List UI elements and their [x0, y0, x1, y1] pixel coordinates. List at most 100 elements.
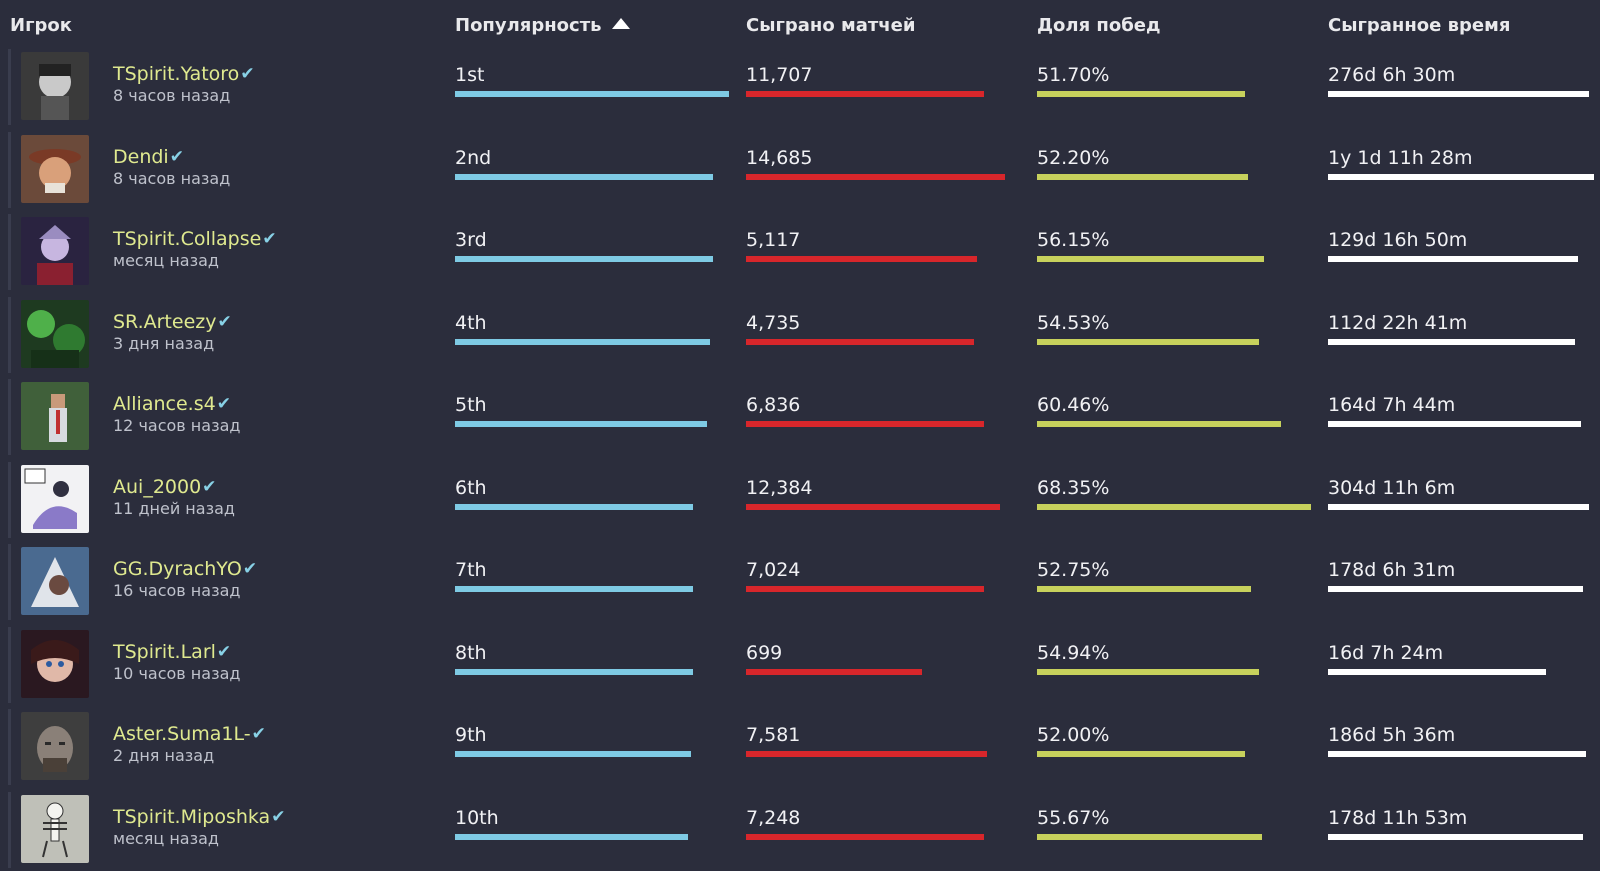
popularity-value: 5th	[455, 394, 487, 416]
player-name: TSpirit.Larl	[113, 640, 216, 663]
player-name-link[interactable]: TSpirit.Miposhka✔	[113, 806, 285, 828]
matches-bar	[746, 421, 984, 427]
popularity-bar	[455, 668, 693, 675]
player-name-link[interactable]: TSpirit.Yatoro✔	[113, 63, 255, 85]
popularity-bar	[455, 833, 688, 840]
matches-value: 7,248	[746, 806, 801, 829]
verified-check-icon: ✔	[216, 641, 232, 662]
popularity-bar	[455, 421, 707, 427]
player-name-link[interactable]: TSpirit.Collapse✔	[113, 228, 277, 250]
column-header-matches-label: Сыграно матчей	[746, 15, 916, 36]
last-seen: 10 часов назад	[113, 663, 241, 683]
matches-bar	[746, 338, 974, 345]
row-accent-divider	[8, 544, 11, 620]
time-value: 164d 7h 44m	[1328, 394, 1456, 416]
column-header-time[interactable]: Сыгранное время	[1328, 15, 1510, 36]
winrate-value: 52.00%	[1037, 724, 1110, 746]
popularity-value: 10th	[455, 806, 499, 829]
column-header-popularity[interactable]: Популярность	[455, 15, 630, 36]
player-name-link[interactable]: Dendi✔	[113, 146, 184, 168]
popularity-value: 8th	[455, 641, 487, 664]
matches-bar	[746, 586, 984, 592]
time-value: 129d 16h 50m	[1328, 229, 1468, 251]
avatar[interactable]	[21, 299, 89, 368]
avatar[interactable]	[21, 134, 89, 203]
table-row[interactable]: TSpirit.Miposhka✔ месяц назад 10th 7,248 55.…	[0, 789, 1600, 871]
player-name: TSpirit.Collapse	[113, 228, 262, 250]
avatar[interactable]	[21, 712, 89, 780]
avatar[interactable]	[21, 794, 89, 863]
table-row[interactable]: Aui_2000✔ 11 дней назад 6th 12,384 68.35% 304…	[0, 459, 1600, 541]
table-header: Игрок Популярность Сыграно матчей Доля п…	[0, 0, 1600, 54]
table-row[interactable]: SR.Arteezy✔ 3 дня назад 4th 4,735 54.53% 112d…	[0, 294, 1600, 376]
popularity-bar	[455, 751, 691, 757]
player-name-link[interactable]: SR.Arteezy✔	[113, 311, 232, 333]
row-accent-divider	[8, 461, 11, 538]
last-seen: 2 дня назад	[113, 746, 215, 765]
sort-ascending-icon	[611, 18, 630, 29]
verified-check-icon: ✔	[169, 146, 184, 167]
winrate-bar	[1037, 751, 1245, 757]
table-row[interactable]: Dendi✔ 8 часов назад 2nd 14,685 52.20% 1y 1d …	[0, 129, 1600, 211]
column-header-matches[interactable]: Сыграно матчей	[746, 15, 915, 36]
avatar[interactable]	[21, 464, 89, 533]
column-header-popularity-label: Популярность	[455, 15, 602, 36]
table-row[interactable]: GG.DyrachYO✔ 16 часов назад 7th 7,024 52.75%…	[0, 541, 1600, 623]
popularity-bar	[455, 503, 693, 510]
table-row[interactable]: TSpirit.Yatoro✔ 8 часов назад 1st 11,707 51.…	[0, 46, 1600, 128]
matches-value: 11,707	[746, 64, 813, 86]
popularity-value: 4th	[455, 311, 487, 334]
row-accent-divider	[8, 296, 11, 373]
avatar[interactable]	[21, 217, 89, 285]
row-accent-divider	[8, 626, 11, 703]
time-bar	[1328, 421, 1581, 427]
table-row[interactable]: TSpirit.Collapse✔ месяц назад 3rd 5,117 56.1…	[0, 211, 1600, 293]
verified-check-icon: ✔	[202, 476, 217, 497]
table-row[interactable]: Alliance.s4✔ 12 часов назад 5th 6,836 60.46%…	[0, 376, 1600, 458]
player-name: Dendi	[113, 145, 169, 168]
winrate-bar	[1037, 668, 1259, 675]
player-name-link[interactable]: GG.DyrachYO✔	[113, 558, 257, 580]
player-name: GG.DyrachYO	[113, 558, 242, 580]
winrate-value: 52.20%	[1037, 146, 1110, 169]
player-name-link[interactable]: Alliance.s4✔	[113, 393, 231, 415]
time-bar	[1328, 256, 1578, 262]
verified-check-icon: ✔	[271, 806, 286, 827]
column-header-winrate[interactable]: Доля побед	[1037, 15, 1161, 36]
player-name: SR.Arteezy	[113, 310, 217, 333]
player-name-link[interactable]: Aui_2000✔	[113, 476, 216, 498]
matches-value: 7,581	[746, 724, 801, 746]
column-header-player[interactable]: Игрок	[10, 15, 72, 36]
table-row[interactable]: TSpirit.Larl✔ 10 часов назад 8th 699 54.94% 1…	[0, 624, 1600, 706]
column-header-winrate-label: Доля побед	[1037, 15, 1161, 36]
matches-value: 7,024	[746, 559, 801, 581]
avatar[interactable]	[21, 547, 89, 615]
avatar[interactable]	[21, 52, 89, 120]
last-seen: 11 дней назад	[113, 498, 235, 518]
row-accent-divider	[8, 49, 11, 125]
row-accent-divider	[8, 791, 11, 868]
player-name-link[interactable]: Aster.Suma1L-✔	[113, 723, 266, 745]
last-seen: 16 часов назад	[113, 581, 241, 600]
verified-check-icon: ✔	[217, 311, 232, 332]
verified-check-icon: ✔	[242, 559, 258, 579]
winrate-value: 52.75%	[1037, 559, 1110, 581]
row-accent-divider	[8, 214, 11, 290]
player-name-link[interactable]: TSpirit.Larl✔	[113, 641, 231, 663]
time-bar	[1328, 173, 1594, 180]
time-value: 276d 6h 30m	[1328, 64, 1456, 86]
row-accent-divider	[8, 709, 11, 785]
winrate-value: 51.70%	[1037, 64, 1110, 86]
winrate-value: 54.94%	[1037, 641, 1110, 664]
winrate-value: 56.15%	[1037, 229, 1110, 251]
avatar[interactable]	[21, 382, 89, 450]
matches-value: 6,836	[746, 394, 801, 416]
popularity-value: 2nd	[455, 146, 492, 169]
avatar[interactable]	[21, 629, 89, 698]
winrate-value: 68.35%	[1037, 476, 1110, 499]
matches-value: 4,735	[746, 311, 801, 334]
table-row[interactable]: Aster.Suma1L-✔ 2 дня назад 9th 7,581 52.00% 1…	[0, 706, 1600, 788]
matches-bar	[746, 503, 1000, 510]
matches-value: 699	[746, 641, 783, 664]
time-value: 178d 6h 31m	[1328, 559, 1456, 581]
